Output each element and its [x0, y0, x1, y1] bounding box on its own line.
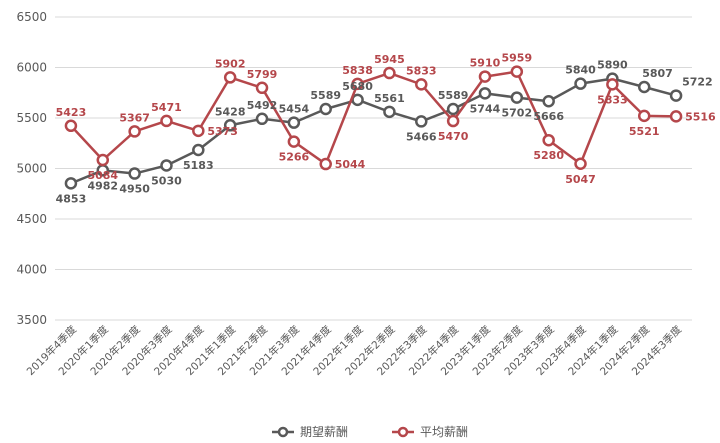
data-label: 5833 — [597, 93, 628, 106]
data-label: 5521 — [629, 125, 660, 138]
data-point — [223, 119, 237, 132]
data-point — [160, 159, 173, 172]
data-label: 4950 — [119, 183, 150, 196]
legend-marker — [397, 426, 409, 438]
data-point — [415, 115, 428, 128]
data-label: 5902 — [215, 57, 246, 70]
data-label: 5722 — [682, 76, 713, 89]
data-label: 5959 — [502, 52, 533, 65]
data-point — [160, 114, 173, 128]
data-point — [287, 135, 301, 148]
data-point — [669, 89, 683, 102]
data-label: 4982 — [87, 179, 118, 192]
data-point — [319, 102, 332, 116]
data-label: 5492 — [247, 99, 278, 112]
data-point — [255, 112, 269, 126]
data-label: 5680 — [342, 80, 373, 93]
data-point — [574, 157, 587, 171]
data-label: 5838 — [342, 64, 373, 77]
data-point — [128, 167, 141, 180]
data-label: 5044 — [335, 158, 366, 171]
data-label: 5666 — [533, 110, 564, 123]
data-label: 5084 — [87, 169, 118, 182]
data-point — [446, 102, 460, 116]
y-tick-label: 4000 — [16, 263, 47, 277]
legend-marker — [277, 426, 289, 438]
data-point — [606, 78, 619, 91]
data-point — [287, 116, 301, 129]
data-point — [574, 77, 587, 90]
data-label: 5840 — [565, 64, 596, 77]
data-point — [383, 105, 396, 119]
data-point — [669, 110, 683, 123]
data-point — [446, 114, 460, 128]
data-point — [637, 80, 651, 94]
legend-label: 期望薪酬 — [300, 425, 348, 439]
data-point — [637, 109, 651, 123]
data-point — [478, 87, 492, 100]
data-label: 5423 — [56, 106, 87, 119]
data-point — [542, 94, 555, 108]
series-lines — [64, 65, 683, 190]
data-label: 5890 — [597, 59, 628, 72]
data-point — [510, 91, 524, 104]
data-label: 4853 — [56, 192, 87, 205]
data-point — [383, 66, 396, 80]
data-point — [96, 153, 110, 167]
data-point — [223, 71, 237, 84]
data-label: 5744 — [470, 102, 501, 115]
data-label: 5373 — [207, 125, 238, 138]
data-label: 5471 — [151, 101, 182, 114]
y-tick-label: 6000 — [16, 61, 47, 75]
data-label: 5589 — [310, 89, 341, 102]
data-label: 5833 — [406, 64, 437, 77]
data-point — [415, 78, 428, 91]
y-tick-label: 5000 — [16, 162, 47, 176]
data-label: 5589 — [438, 89, 469, 102]
data-label: 5030 — [151, 174, 182, 187]
x-axis: 2019年4季度2020年1季度2020年2季度2020年3季度2020年4季度… — [24, 323, 685, 378]
data-label: 5266 — [279, 151, 310, 164]
data-label: 5945 — [374, 53, 405, 66]
data-label: 5047 — [565, 173, 596, 186]
data-point — [478, 70, 492, 83]
data-label: 5910 — [470, 57, 501, 70]
y-tick-label: 4500 — [16, 212, 47, 226]
data-label: 5702 — [502, 107, 533, 120]
legend-label: 平均薪酬 — [420, 425, 468, 439]
data-point — [64, 119, 78, 133]
data-point — [510, 65, 524, 78]
y-tick-label: 6500 — [16, 10, 47, 24]
data-label: 5807 — [642, 67, 673, 80]
legend: 期望薪酬 平均薪酬 — [272, 425, 468, 439]
data-label: 5466 — [406, 130, 437, 143]
data-point — [192, 143, 205, 157]
data-label: 5280 — [533, 149, 564, 162]
data-label: 5428 — [215, 105, 246, 118]
data-point — [319, 157, 332, 171]
data-label: 5516 — [685, 110, 716, 123]
data-point — [542, 133, 555, 147]
data-label: 5799 — [247, 68, 278, 81]
data-point — [192, 124, 205, 138]
data-label: 5367 — [119, 111, 150, 124]
data-label: 5454 — [279, 103, 310, 116]
data-point — [64, 177, 78, 190]
y-axis: 3500 4000 4500 5000 5500 6000 6500 — [16, 10, 47, 327]
data-point — [351, 77, 364, 91]
data-point — [351, 93, 364, 107]
y-tick-label: 5500 — [16, 111, 47, 125]
data-label: 5561 — [374, 92, 405, 105]
data-label: 5183 — [183, 159, 214, 172]
data-point — [128, 125, 141, 138]
y-tick-label: 3500 — [16, 313, 47, 327]
data-point — [255, 81, 269, 95]
data-label: 5470 — [438, 130, 469, 143]
